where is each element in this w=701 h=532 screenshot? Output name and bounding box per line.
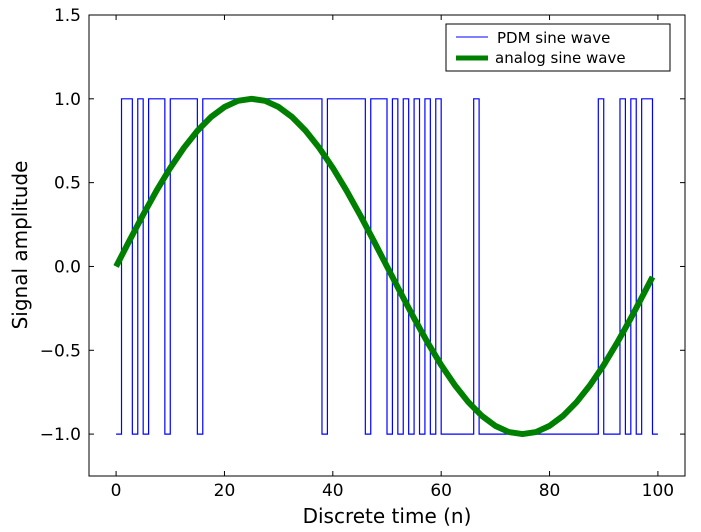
x-axis-ticks: 0 20 40 60 80 100	[111, 15, 674, 501]
y-tick-label: 0.0	[54, 257, 81, 277]
series-analog-sine-wave	[113, 95, 656, 438]
y-tick-label: 1.0	[54, 90, 81, 110]
legend: PDM sine wave analog sine wave	[445, 23, 671, 72]
y-tick-label: −0.5	[40, 341, 81, 361]
y-axis-ticks: −1.0 −0.5 0.0 0.5 1.0 1.5	[40, 6, 685, 445]
y-axis-title: Signal amplitude	[8, 161, 32, 330]
x-tick-label: 100	[642, 481, 674, 501]
y-tick-label: −1.0	[40, 425, 81, 445]
x-tick-label: 80	[539, 481, 561, 501]
x-tick-label: 60	[430, 481, 452, 501]
plot-area	[88, 14, 686, 477]
series-layer	[113, 95, 658, 438]
x-axis-title: Discrete time (n)	[303, 504, 472, 528]
y-tick-label: 0.5	[54, 174, 81, 194]
x-tick-label: 0	[111, 481, 122, 501]
legend-frame	[445, 23, 671, 72]
series-pdm-sine-wave	[116, 98, 658, 435]
legend-label-analog: analog sine wave	[495, 49, 626, 67]
y-tick-label: 1.5	[54, 6, 81, 26]
legend-label-pdm: PDM sine wave	[497, 29, 610, 47]
x-tick-label: 40	[322, 481, 344, 501]
x-tick-label: 20	[214, 481, 236, 501]
